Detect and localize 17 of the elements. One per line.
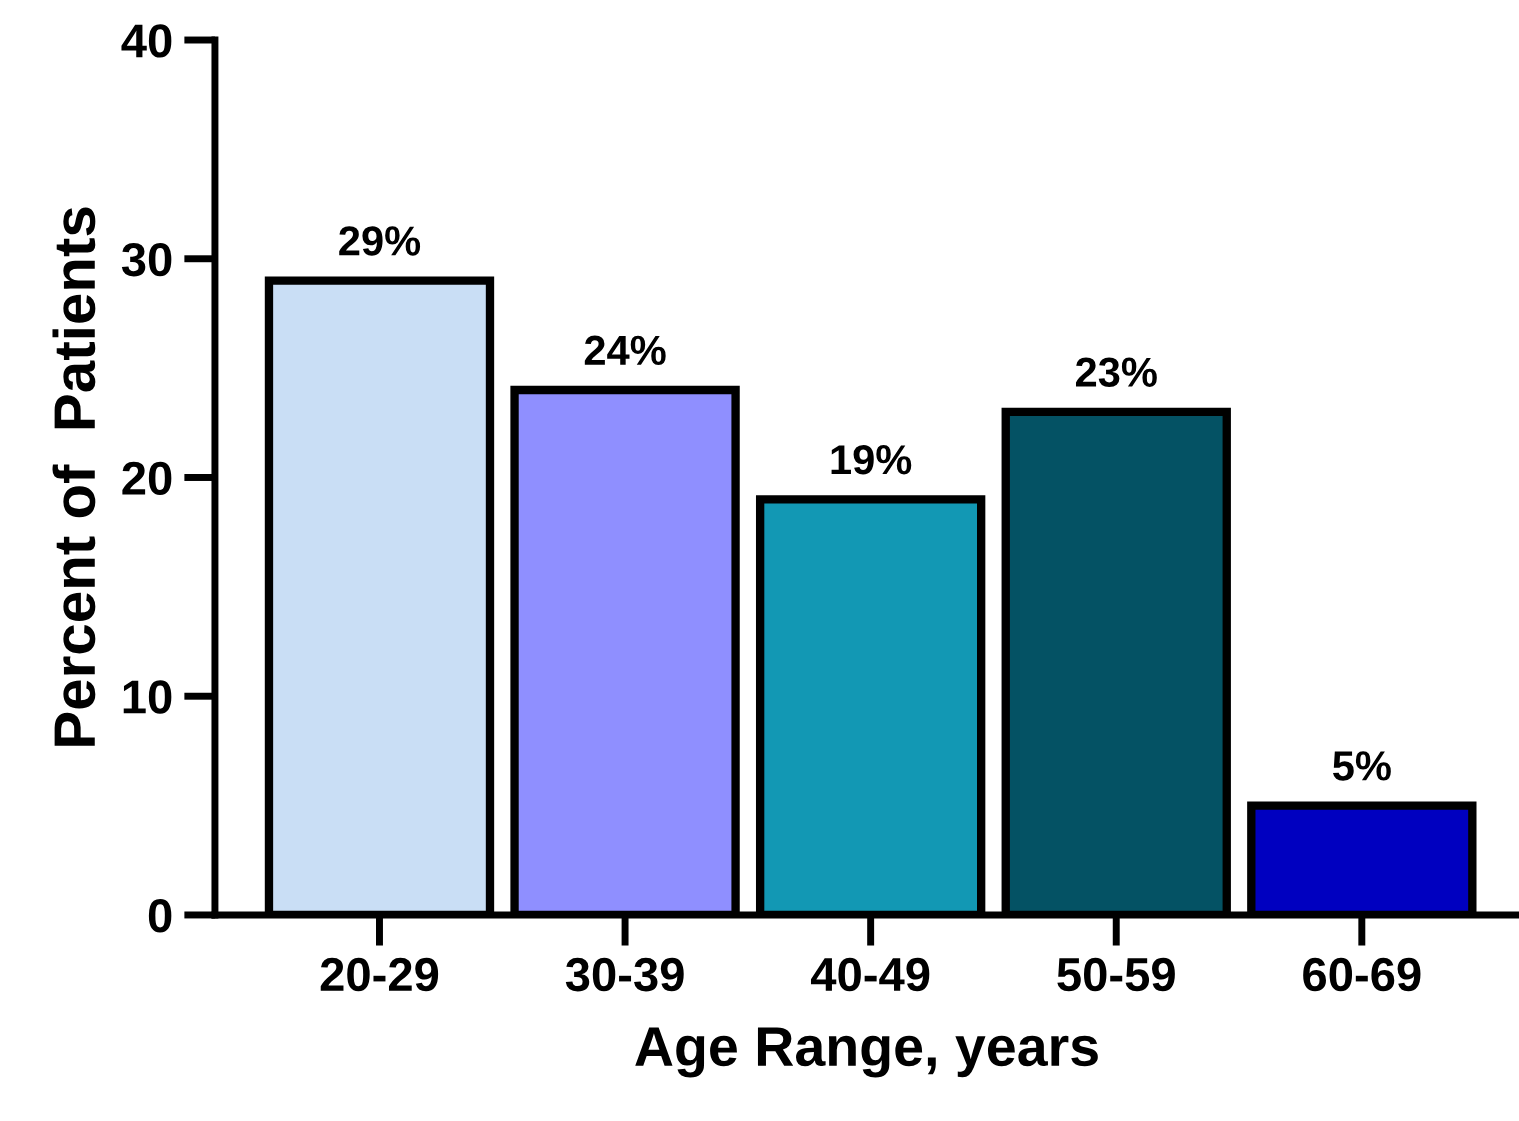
data-label: 5% — [1333, 751, 1391, 781]
y-tick-label: 30 — [121, 242, 172, 277]
data-label: 24% — [584, 335, 666, 366]
data-label: 19% — [831, 444, 912, 475]
x-tick-label: 60-69 — [1303, 957, 1421, 992]
x-tick-label: 30-39 — [565, 957, 684, 992]
y-tick-label: 40 — [121, 24, 172, 58]
data-label: 29% — [339, 226, 421, 256]
data-label: 23% — [1075, 357, 1157, 388]
y-tick-label: 0 — [148, 899, 172, 933]
x-tick-label: 50-59 — [1057, 957, 1175, 992]
y-tick-label: 20 — [122, 461, 172, 496]
x-tick-label: 20-29 — [320, 957, 439, 992]
x-tick-label: 40-49 — [810, 957, 930, 992]
x-axis-title: Age Range, years — [635, 1027, 1098, 1078]
y-axis-title: Percent of Patients — [52, 207, 96, 746]
y-tick-label: 10 — [123, 680, 172, 714]
